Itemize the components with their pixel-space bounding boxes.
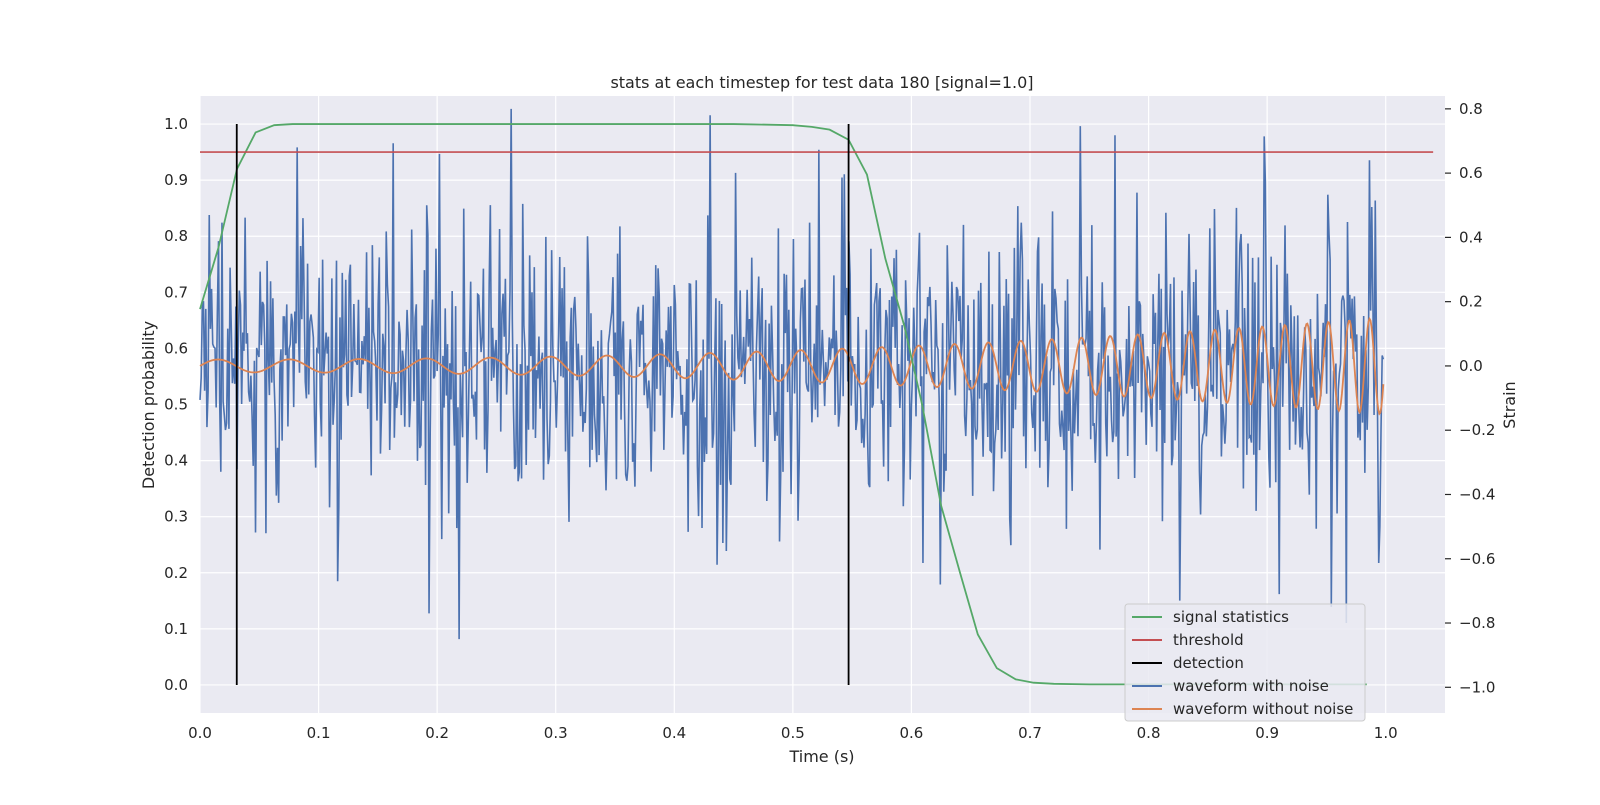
- y2-tick-label: −0.4: [1459, 485, 1495, 503]
- y-tick-label: 0.5: [164, 396, 188, 414]
- x-tick-label: 0.8: [1137, 724, 1161, 742]
- x-tick-label: 0.3: [544, 724, 568, 742]
- x-tick-label: 0.6: [899, 724, 923, 742]
- y-axis-label: Detection probability: [139, 321, 158, 489]
- x-tick-label: 0.9: [1255, 724, 1279, 742]
- legend-label-detection: detection: [1173, 654, 1244, 672]
- legend-label-waveform-without-noise: waveform without noise: [1173, 700, 1353, 718]
- y-tick-label: 0.9: [164, 171, 188, 189]
- y2-tick-label: −0.6: [1459, 550, 1495, 568]
- legend-label-signal-statistics: signal statistics: [1173, 608, 1289, 626]
- legend-label-waveform-with-noise: waveform with noise: [1173, 677, 1329, 695]
- y2-tick-label: −1.0: [1459, 678, 1495, 696]
- x-tick-label: 0.2: [425, 724, 449, 742]
- y2-tick-label: −0.2: [1459, 421, 1495, 439]
- x-tick-label: 1.0: [1374, 724, 1398, 742]
- y-tick-label: 0.6: [164, 339, 188, 357]
- y-tick-label: 0.2: [164, 564, 188, 582]
- x-tick-label: 0.5: [781, 724, 805, 742]
- y-tick-label: 0.3: [164, 508, 188, 526]
- y-tick-label: 0.7: [164, 283, 188, 301]
- y2-tick-label: −0.8: [1459, 614, 1495, 632]
- series-waveform-with-noise: [199, 108, 1385, 640]
- y2-tick-label: 0.8: [1459, 100, 1483, 118]
- x-tick-label: 0.4: [662, 724, 686, 742]
- y2-tick-label: 0.4: [1459, 228, 1483, 246]
- y-tick-label: 0.0: [164, 676, 188, 694]
- y2-axis-label: Strain: [1500, 381, 1519, 428]
- series-layer: [199, 108, 1434, 686]
- x-tick-label: 0.7: [1018, 724, 1042, 742]
- y2-tick-label: 0.2: [1459, 293, 1483, 311]
- y-tick-label: 0.1: [164, 620, 188, 638]
- y-tick-label: 1.0: [164, 115, 188, 133]
- series-waveform-without-noise: [199, 316, 1385, 416]
- legend-label-threshold: threshold: [1173, 631, 1244, 649]
- series-signal-statistics: [199, 123, 1367, 686]
- axis-layer: 0.0 0.1 0.2 0.3 0.4 0.5 0.6 0.7 0.8 0.9 1.0 0.0 0.1 0…: [164, 100, 1495, 742]
- x-tick-label: 0.1: [307, 724, 331, 742]
- legend-box: [1124, 603, 1366, 722]
- y-tick-label: 0.4: [164, 452, 188, 470]
- y2-tick-label: 0.6: [1459, 164, 1483, 182]
- legend: signal statistics threshold detection wa…: [1124, 603, 1366, 722]
- chart-title: stats at each timestep for test data 180…: [610, 73, 1033, 92]
- x-tick-label: 0.0: [188, 724, 212, 742]
- y-tick-label: 0.8: [164, 227, 188, 245]
- x-axis-label: Time (s): [788, 747, 854, 766]
- y2-tick-label: 0.0: [1459, 357, 1483, 375]
